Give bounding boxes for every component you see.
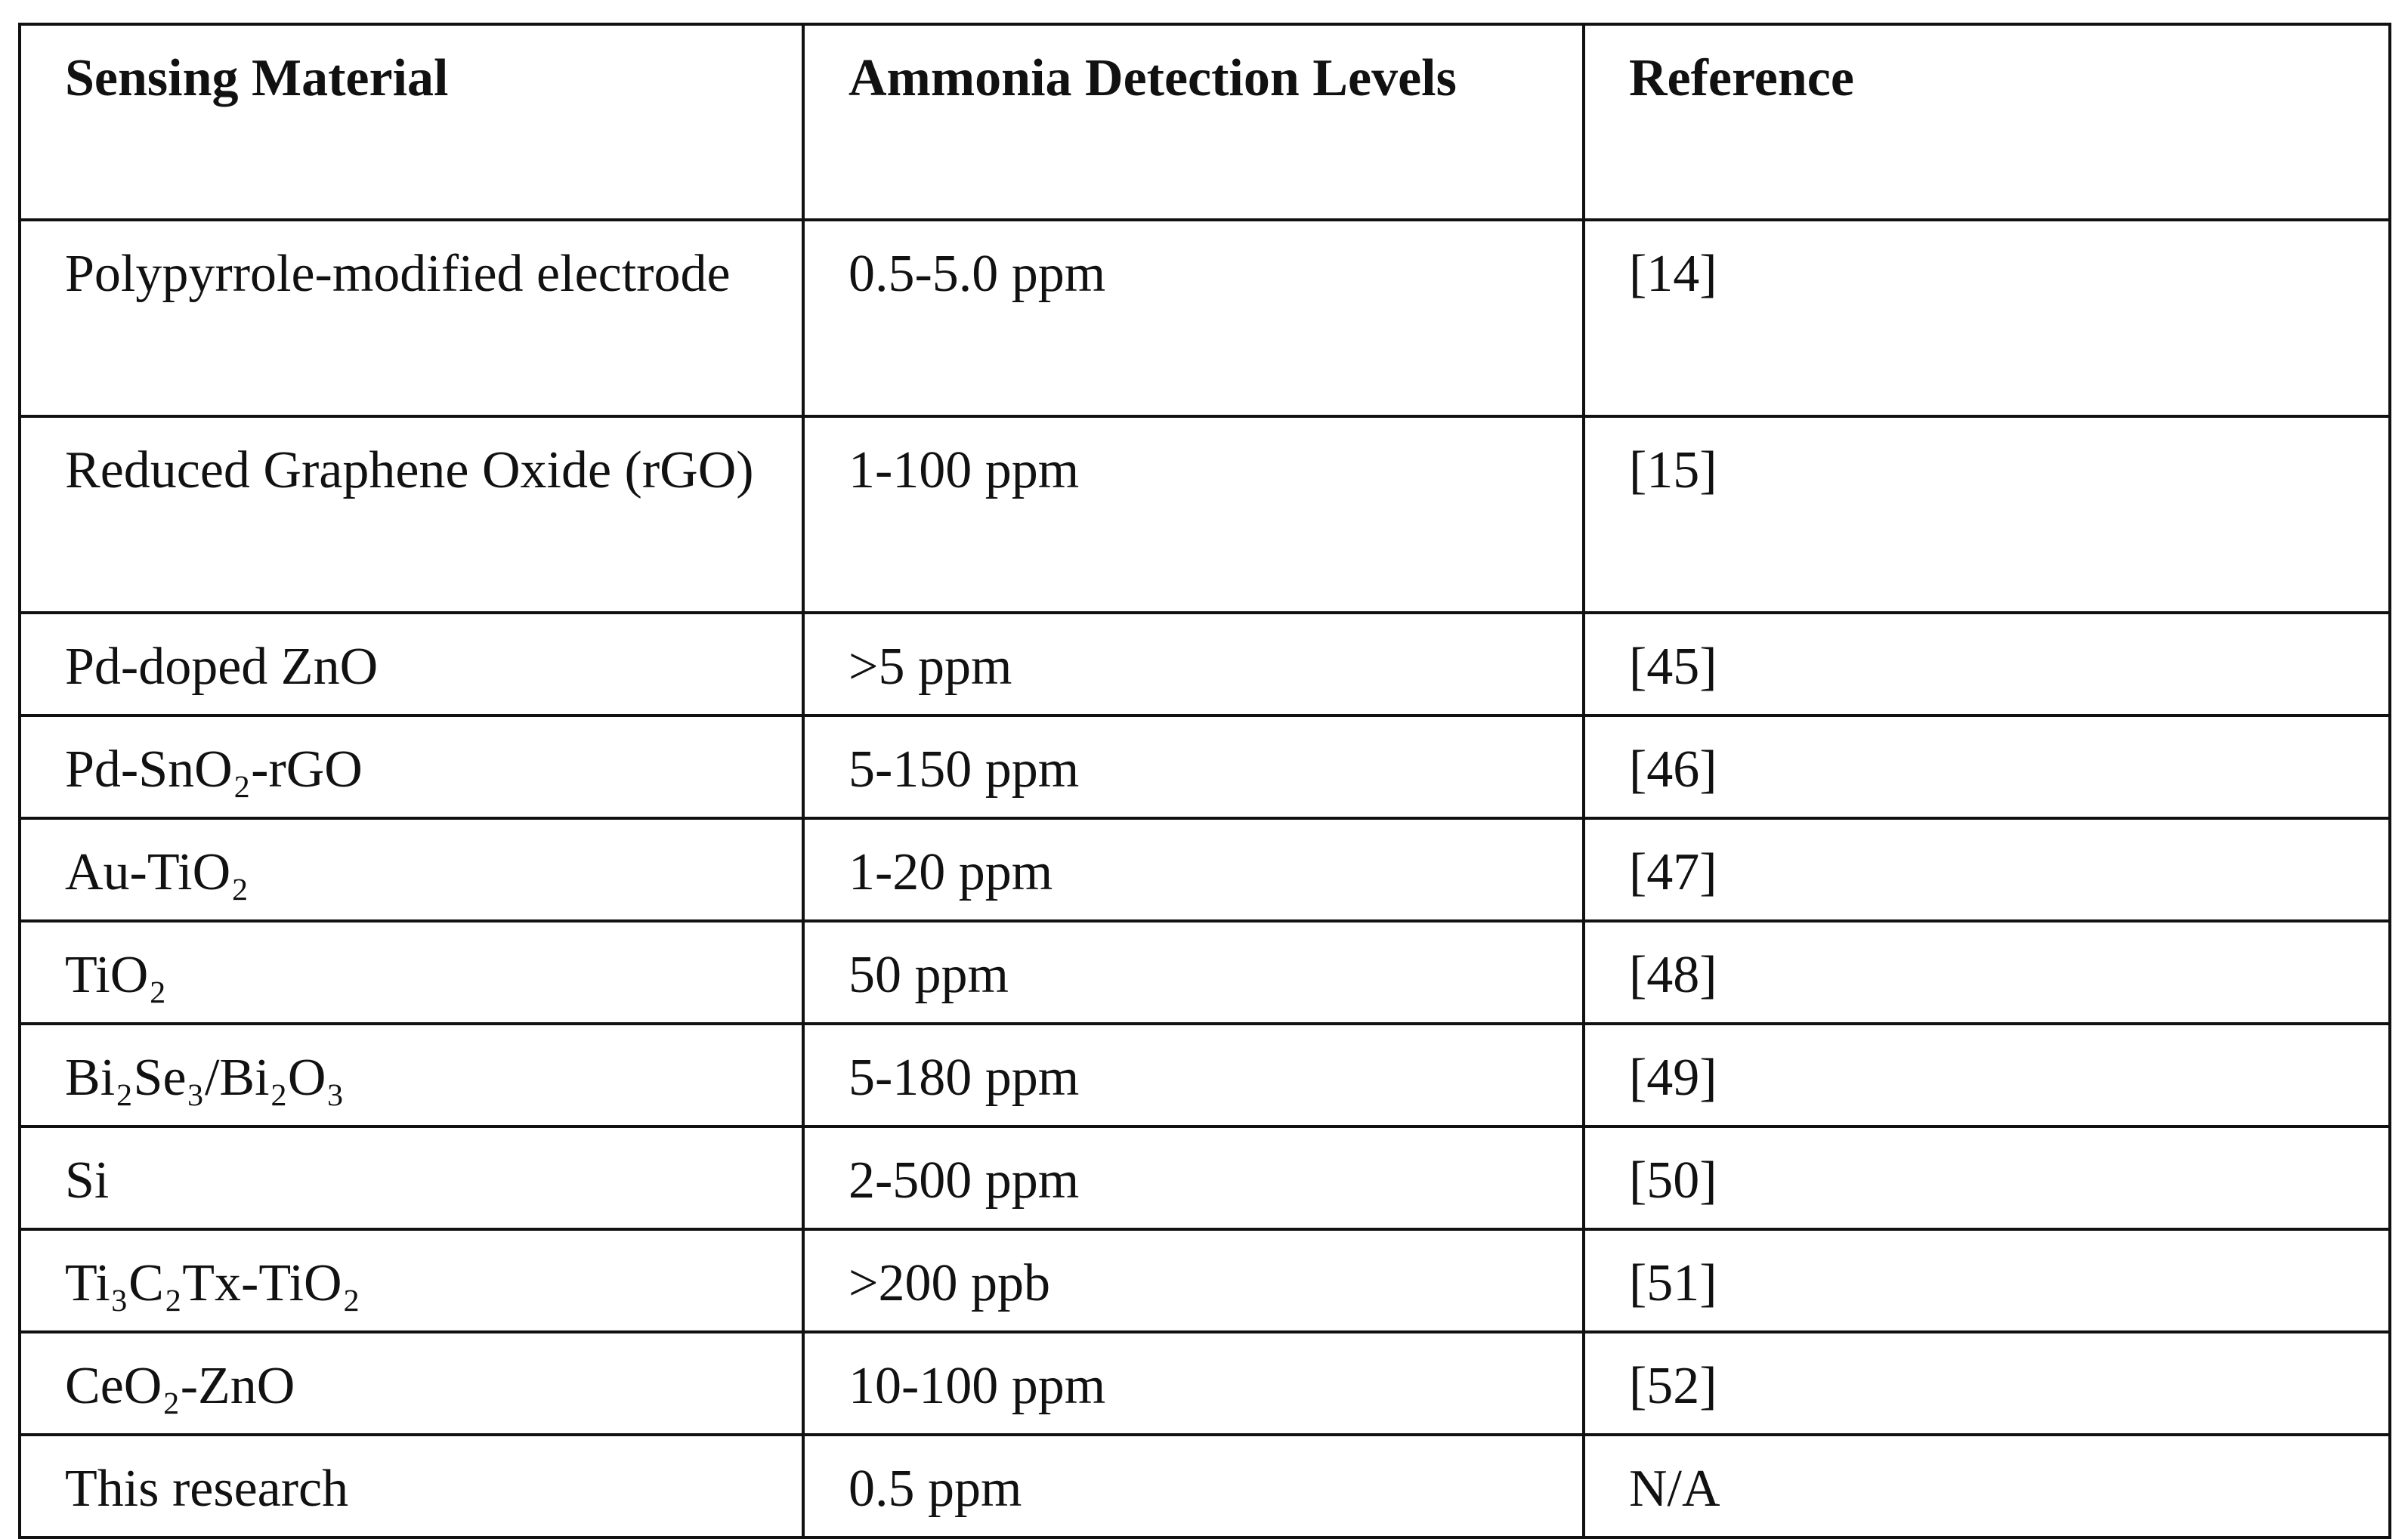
table-cell: 1-20 ppm [802,817,1585,922]
table-cell: CeO₂-ZnO [18,1330,805,1436]
table-row: Ti₃C₂Tx-TiO₂ >200 ppb [51] [18,1228,2391,1333]
table-row: CeO₂-ZnO 10-100 ppm [52] [18,1330,2391,1436]
table-cell: Ti₃C₂Tx-TiO₂ [18,1228,805,1333]
table-cell: 50 ppm [802,919,1585,1025]
table-cell: Pd-doped ZnO [18,611,805,717]
table-cell: [47] [1582,817,2391,922]
table-row: Pd-SnO₂-rGO 5-150 ppm [46] [18,714,2391,820]
table-cell: [50] [1582,1125,2391,1231]
table-cell: 0.5-5.0 ppm [802,218,1585,418]
table-cell: [45] [1582,611,2391,717]
table-cell: 2-500 ppm [802,1125,1585,1231]
table-row: This research 0.5 ppm N/A [18,1433,2391,1539]
table-row: Polypyrrole-modified electrode 0.5-5.0 pp… [18,218,2391,418]
table-cell: 10-100 ppm [802,1330,1585,1436]
header-cell: Reference [1582,23,2391,221]
table-cell: [48] [1582,919,2391,1025]
table-cell: This research [18,1433,805,1539]
header-cell: Sensing Material [18,23,805,221]
table-row: Au-TiO₂ 1-20 ppm [47] [18,817,2391,922]
table-cell: >5 ppm [802,611,1585,717]
header-row: Sensing Material Ammonia Detection Level… [18,23,2391,221]
table-cell: [14] [1582,218,2391,418]
table-cell: 1-100 ppm [802,415,1585,614]
table-body: Polypyrrole-modified electrode 0.5-5.0 pp… [18,218,2391,1539]
table-cell: Polypyrrole-modified electrode [18,218,805,418]
table-cell: 5-150 ppm [802,714,1585,820]
table-cell: N/A [1582,1433,2391,1539]
comparison-table: Sensing Material Ammonia Detection Level… [18,23,2391,1539]
table-cell: Si [18,1125,805,1231]
table-row: Pd-doped ZnO >5 ppm [45] [18,611,2391,717]
header-cell: Ammonia Detection Levels [802,23,1585,221]
table-cell: [51] [1582,1228,2391,1333]
table-cell: >200 ppb [802,1228,1585,1333]
table-cell: [15] [1582,415,2391,614]
table-cell: [49] [1582,1022,2391,1128]
table-cell: Reduced Graphene Oxide (rGO) [18,415,805,614]
table-cell: TiO₂ [18,919,805,1025]
table-row: Reduced Graphene Oxide (rGO) 1-100 ppm [15… [18,415,2391,614]
table-row: Si 2-500 ppm [50] [18,1125,2391,1231]
table-cell: Pd-SnO₂-rGO [18,714,805,820]
table-cell: [46] [1582,714,2391,820]
table-cell: [52] [1582,1330,2391,1436]
table-cell: 0.5 ppm [802,1433,1585,1539]
table-cell: Bi₂Se₃/Bi₂O₃ [18,1022,805,1128]
table-row: Bi₂Se₃/Bi₂O₃ 5-180 ppm [49] [18,1022,2391,1128]
table-row: TiO₂ 50 ppm [48] [18,919,2391,1025]
table-cell: 5-180 ppm [802,1022,1585,1128]
table-cell: Au-TiO₂ [18,817,805,922]
